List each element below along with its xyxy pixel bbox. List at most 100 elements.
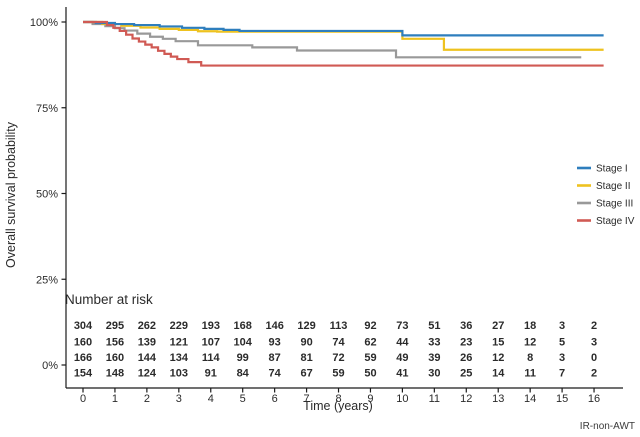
x-tick-label: 4	[208, 393, 214, 405]
risk-count-stage-iii: 134	[170, 352, 189, 364]
risk-count-stage-i: 113	[330, 320, 348, 332]
risk-count-stage-iv: 30	[428, 368, 440, 380]
legend-label-stage-iii: Stage III	[596, 199, 633, 210]
y-tick-label: 25%	[36, 274, 58, 286]
x-tick-label: 14	[524, 393, 536, 405]
x-tick-label: 6	[272, 393, 278, 405]
risk-count-stage-iv: 14	[492, 368, 505, 380]
risk-count-stage-iii: 114	[202, 352, 221, 364]
x-tick-label: 11	[429, 393, 440, 405]
risk-count-stage-iii: 0	[591, 352, 597, 364]
y-tick-label: 50%	[36, 189, 58, 201]
risk-count-stage-iii: 81	[300, 352, 312, 364]
risk-count-stage-iv: 91	[205, 368, 217, 380]
risk-count-stage-ii: 160	[74, 337, 92, 349]
x-tick-label: 10	[396, 393, 408, 405]
risk-count-stage-i: 129	[297, 320, 315, 332]
y-axis-title: Overall survival probability	[4, 121, 18, 268]
x-tick-label: 12	[460, 393, 472, 405]
x-tick-label: 1	[112, 393, 118, 405]
legend-label-stage-i: Stage I	[596, 164, 628, 175]
risk-count-stage-iii: 160	[106, 352, 124, 364]
risk-count-stage-i: 295	[106, 320, 124, 332]
risk-count-stage-iv: 154	[74, 368, 93, 380]
risk-count-stage-ii: 15	[492, 337, 504, 349]
risk-count-stage-i: 18	[524, 320, 536, 332]
x-tick-label: 2	[144, 393, 150, 405]
risk-count-stage-iv: 74	[269, 368, 282, 380]
legend-label-stage-iv: Stage IV	[596, 216, 635, 227]
risk-count-stage-iv: 124	[138, 368, 157, 380]
survival-curve-stage-iv	[83, 20, 604, 67]
risk-count-stage-ii: 5	[559, 337, 565, 349]
risk-table-title: Number at risk	[65, 292, 153, 307]
risk-count-stage-ii: 104	[234, 337, 253, 349]
x-tick-label: 7	[304, 393, 310, 405]
survival-curve-stage-i	[83, 20, 604, 37]
risk-count-stage-iv: 67	[300, 368, 312, 380]
chart-generated-content: 100%75%50%25%0%0 1 2 3 4 5 6 7 8 9 10 11 12 13 14 15 16S…	[30, 7, 635, 405]
risk-count-stage-iv: 41	[396, 368, 408, 380]
risk-count-stage-i: 229	[170, 320, 188, 332]
risk-count-stage-i: 2	[591, 320, 597, 332]
x-axis-title: Time (years)	[303, 399, 373, 413]
risk-count-stage-ii: 62	[364, 337, 376, 349]
risk-count-stage-ii: 93	[269, 337, 281, 349]
y-tick-label: 75%	[36, 103, 58, 115]
risk-count-stage-iii: 3	[559, 352, 565, 364]
risk-count-stage-i: 262	[138, 320, 156, 332]
risk-count-stage-iii: 166	[74, 352, 92, 364]
risk-count-stage-iii: 26	[460, 352, 472, 364]
risk-count-stage-i: 3	[559, 320, 565, 332]
x-tick-label: 13	[492, 393, 504, 405]
risk-count-stage-ii: 107	[202, 337, 220, 349]
risk-count-stage-ii: 12	[524, 337, 536, 349]
x-tick-label: 15	[556, 393, 568, 405]
risk-count-stage-ii: 23	[460, 337, 472, 349]
risk-count-stage-ii: 33	[428, 337, 440, 349]
risk-count-stage-iii: 99	[237, 352, 249, 364]
risk-count-stage-i: 92	[364, 320, 376, 332]
risk-count-stage-iv: 2	[591, 368, 597, 380]
x-tick-label: 8	[335, 393, 341, 405]
risk-count-stage-iii: 49	[396, 352, 408, 364]
risk-count-stage-iv: 59	[332, 368, 344, 380]
risk-count-stage-ii: 156	[106, 337, 124, 349]
risk-count-stage-iv: 103	[170, 368, 188, 380]
risk-count-stage-ii: 3	[591, 337, 597, 349]
legend-label-stage-ii: Stage II	[596, 181, 630, 192]
risk-count-stage-i: 146	[265, 320, 283, 332]
x-tick-label: 0	[80, 393, 86, 405]
risk-count-stage-iv: 11	[524, 368, 536, 380]
risk-count-stage-iv: 7	[559, 368, 565, 380]
risk-count-stage-iv: 84	[237, 368, 250, 380]
risk-count-stage-iii: 39	[428, 352, 440, 364]
risk-count-stage-i: 51	[428, 320, 440, 332]
risk-count-stage-i: 304	[74, 320, 93, 332]
risk-count-stage-i: 73	[396, 320, 408, 332]
risk-count-stage-ii: 139	[138, 337, 156, 349]
risk-count-stage-ii: 44	[396, 337, 409, 349]
risk-count-stage-ii: 90	[300, 337, 312, 349]
figure-watermark: IR-non-AWT	[580, 421, 635, 432]
risk-count-stage-i: 36	[460, 320, 472, 332]
risk-count-stage-ii: 121	[170, 337, 188, 349]
x-tick-label: 9	[367, 393, 373, 405]
risk-count-stage-ii: 74	[332, 337, 345, 349]
x-tick-label: 16	[588, 393, 600, 405]
risk-count-stage-iii: 59	[364, 352, 376, 364]
risk-count-stage-iii: 12	[492, 352, 504, 364]
risk-count-stage-i: 27	[492, 320, 504, 332]
risk-count-stage-iv: 25	[460, 368, 472, 380]
risk-count-stage-iii: 8	[527, 352, 533, 364]
risk-count-stage-iv: 50	[364, 368, 376, 380]
risk-count-stage-i: 193	[202, 320, 220, 332]
risk-count-stage-iv: 148	[106, 368, 124, 380]
y-tick-label: 100%	[30, 17, 58, 29]
risk-count-stage-iii: 72	[332, 352, 344, 364]
risk-count-stage-i: 168	[234, 320, 252, 332]
x-tick-label: 5	[240, 393, 246, 405]
risk-count-stage-iii: 87	[269, 352, 281, 364]
